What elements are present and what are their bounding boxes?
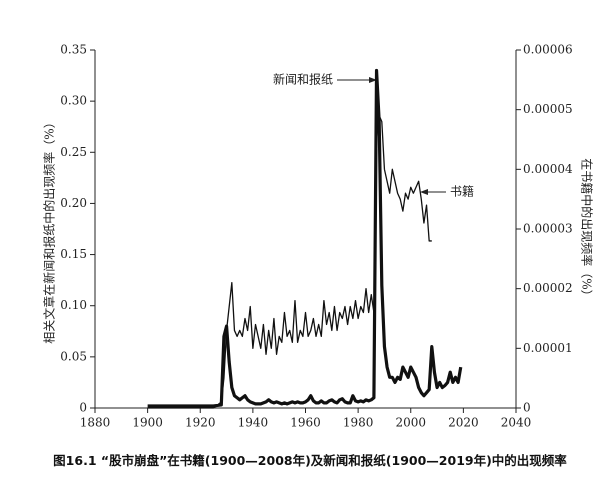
- y2-tick-label: 0.00005: [523, 102, 573, 116]
- x-tick-label: 1960: [290, 416, 321, 430]
- x-tick-label: 2000: [395, 416, 426, 430]
- y2-tick-label: 0.00002: [523, 281, 573, 295]
- y-tick-label: 0.20: [60, 196, 87, 210]
- y2-tick-label: 0: [523, 401, 531, 415]
- x-tick-label: 1980: [343, 416, 374, 430]
- x-tick-label: 2020: [448, 416, 479, 430]
- y-tick-label: 0: [79, 401, 87, 415]
- x-tick-label: 1940: [238, 416, 269, 430]
- x-tick-label: 1900: [132, 416, 163, 430]
- x-tick-label: 1920: [185, 416, 216, 430]
- y-tick-label: 0.10: [60, 298, 87, 312]
- x-tick-label: 2040: [501, 416, 532, 430]
- y-axis-title: 相关文章在新闻和报纸中的出现频率（%）: [42, 116, 57, 343]
- y-tick-label: 0.35: [60, 43, 87, 57]
- y2-tick-label: 0.00001: [523, 341, 573, 355]
- legend-label: 新闻和报纸: [273, 72, 333, 87]
- y-tick-label: 0.30: [60, 94, 87, 108]
- chart: 相关文章在新闻和报纸中的出现频率（%） 在书籍中的出现频率（%） 0 0.05 0.…: [42, 43, 595, 430]
- legend-label: 书籍: [450, 184, 474, 199]
- y-tick-label: 0.15: [60, 247, 87, 261]
- y2-tick-label: 0.00004: [523, 162, 573, 176]
- arrowhead: [420, 189, 428, 195]
- series-line: [147, 68, 463, 408]
- y2-tick-label: 0.00003: [523, 222, 573, 236]
- y-tick-label: 0.05: [60, 349, 87, 363]
- series-line: [147, 114, 432, 409]
- y-tick-label: 0.25: [60, 145, 87, 159]
- arrowhead: [369, 77, 377, 83]
- y2-axis-title: 在书籍中的出现频率（%）: [580, 158, 595, 301]
- y2-tick-label: 0.00006: [523, 43, 573, 57]
- x-tick-label: 1880: [80, 416, 111, 430]
- caption: 图16.1 “股市崩盘”在书籍(1900—2008年)及新闻和报纸(1900—2…: [53, 453, 567, 468]
